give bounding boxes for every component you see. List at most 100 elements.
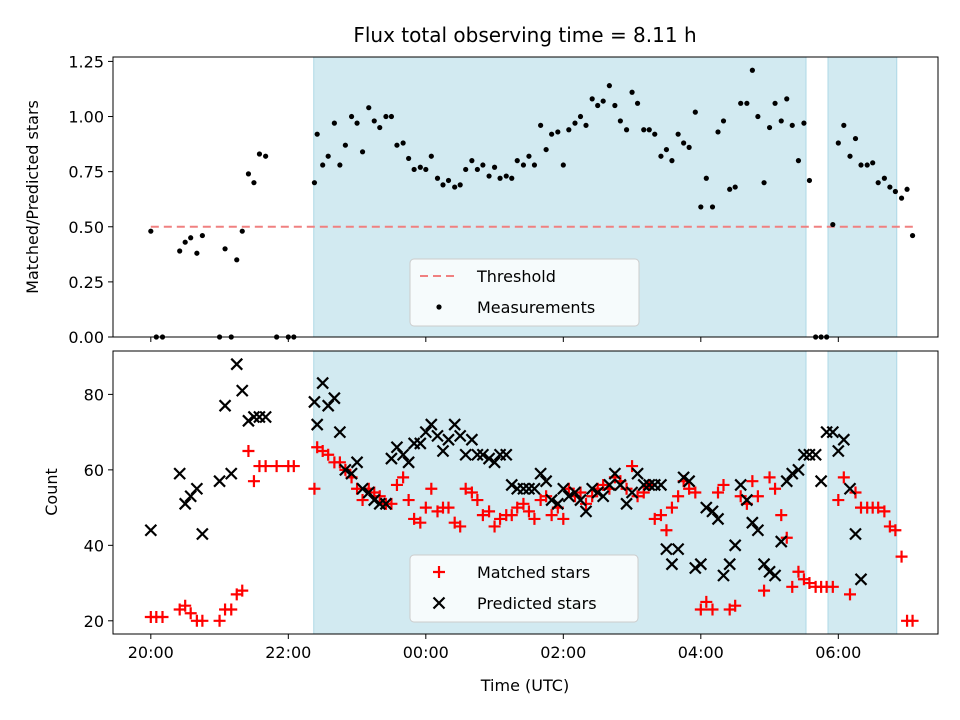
- measurement-point: [331, 120, 337, 126]
- legend-measurement-label: Measurements: [477, 298, 595, 317]
- measurement-point: [354, 120, 360, 126]
- matched-star-point: [803, 577, 816, 590]
- predicted-star-point: [596, 489, 610, 503]
- measurement-point: [583, 122, 589, 128]
- matched-star-point: [620, 482, 633, 495]
- predicted-star-point: [785, 467, 799, 480]
- measurement-point: [359, 149, 366, 155]
- measurement-point: [858, 162, 864, 168]
- measurement-points: [148, 67, 916, 340]
- predicted-star-point: [608, 467, 622, 480]
- measurement-point: [320, 162, 326, 168]
- measurement-point: [514, 158, 520, 164]
- ratio-panel: 0.00 0.25 0.50 0.75 1.00 1.25 Matched/Predict…: [23, 52, 939, 347]
- predicted-star-point: [837, 433, 851, 446]
- predicted-star-point: [459, 448, 472, 462]
- measurement-point: [784, 96, 790, 102]
- measurement-point: [457, 182, 463, 188]
- measurement-point: [617, 118, 623, 124]
- predicted-star-point: [379, 497, 393, 511]
- predicted-star-point: [763, 565, 776, 579]
- predicted-star-point: [534, 467, 547, 480]
- measurement-point: [383, 113, 389, 120]
- matched-star-point: [242, 444, 255, 457]
- predicted-star-point: [259, 410, 272, 424]
- measurement-point: [538, 122, 544, 128]
- measurement-point: [703, 175, 709, 181]
- predicted-star-point: [545, 493, 558, 507]
- legend-predicted-label: Predicted stars: [477, 594, 597, 613]
- ratio-axis-ticks: 0.00 0.25 0.50 0.75 1.00 1.25: [68, 52, 839, 347]
- predicted-star-point: [774, 535, 788, 548]
- predicted-star-point: [689, 561, 702, 575]
- measurement-point: [789, 122, 795, 128]
- measurement-point: [600, 98, 606, 104]
- x-tick-label: 22:00: [265, 643, 311, 662]
- matched-star-point: [483, 505, 496, 518]
- y-tick-label: 0.50: [68, 218, 104, 237]
- measurement-point: [177, 248, 183, 254]
- predicted-star-point: [436, 444, 450, 458]
- count-plot-frame: [112, 350, 939, 635]
- measurement-point: [239, 228, 245, 234]
- predicted-star-point: [694, 557, 708, 571]
- matched-star-point: [654, 509, 667, 522]
- measurement-point: [830, 221, 836, 228]
- measurement-point: [715, 129, 721, 135]
- predicted-star-point: [356, 482, 369, 496]
- measurement-point: [675, 131, 681, 137]
- measurement-point: [543, 146, 549, 153]
- predicted-star-point: [144, 523, 158, 537]
- predicted-star-point: [471, 448, 484, 462]
- measurement-point: [634, 100, 641, 106]
- predicted-star-point: [224, 467, 238, 480]
- predicted-star-point: [242, 414, 255, 428]
- matched-star-point: [459, 482, 472, 495]
- predicted-star-point: [768, 569, 782, 582]
- predicted-star-point: [362, 486, 376, 499]
- y-tick-label: 60: [84, 461, 104, 480]
- measurement-point: [423, 166, 429, 173]
- matched-star-point: [906, 614, 919, 627]
- measurement-point: [194, 250, 200, 256]
- predicted-star-point: [734, 478, 747, 492]
- predicted-star-point: [528, 482, 541, 496]
- measurement-point: [738, 100, 744, 106]
- measurement-point: [366, 105, 372, 111]
- measurement-point: [417, 164, 423, 170]
- measurement-point: [870, 160, 876, 166]
- measurement-point: [509, 175, 515, 181]
- measurement-point: [348, 113, 355, 120]
- predicted-star-point: [826, 425, 840, 439]
- legend-predicted-swatch: [432, 596, 446, 610]
- matched-star-point: [419, 501, 432, 514]
- legend-matched-swatch: [433, 566, 445, 578]
- measurement-point: [491, 164, 498, 170]
- matched-star-point: [792, 565, 805, 578]
- measurement-point: [428, 153, 434, 159]
- matched-star-point: [769, 482, 782, 495]
- matched-star-point: [844, 588, 856, 601]
- predicted-star-point: [431, 429, 444, 443]
- predicted-star-point: [637, 478, 651, 492]
- y-tick-label: 20: [84, 612, 104, 631]
- measurement-point: [234, 257, 240, 263]
- measurement-point: [560, 162, 566, 168]
- y-tick-label: 1.25: [68, 52, 104, 71]
- chart-title: Flux total observing time = 8.11 h: [353, 23, 696, 47]
- predicted-star-point: [579, 505, 593, 518]
- y-tick-label: 40: [84, 536, 104, 555]
- matched-star-point: [442, 501, 455, 514]
- measurement-point: [595, 102, 601, 109]
- predicted-star-point: [700, 501, 713, 514]
- ratio-axis-label: Matched/Predicted stars: [23, 100, 42, 294]
- matched-star-point: [712, 486, 724, 499]
- predicted-star-point: [310, 418, 324, 431]
- matched-star-point: [356, 494, 369, 507]
- predicted-star-point: [843, 482, 857, 496]
- count-legend: Matched stars Predicted stars: [409, 554, 639, 623]
- matched-star-point: [308, 482, 321, 495]
- predicted-star-point: [751, 523, 765, 537]
- matched-star-point: [763, 471, 776, 484]
- count-axis-ticks: 20 40 60 80: [84, 385, 839, 639]
